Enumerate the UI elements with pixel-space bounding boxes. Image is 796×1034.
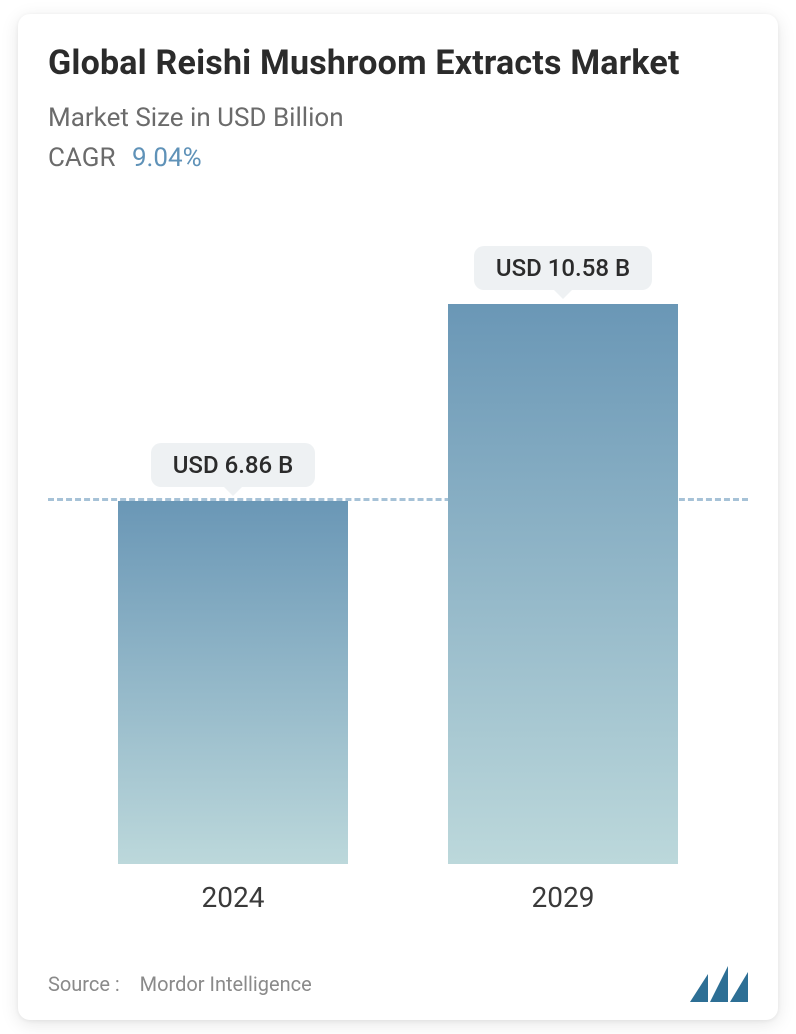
chart-subtitle: Market Size in USD Billion [48,103,748,133]
bar-group-2029: USD 10.58 B [448,246,678,864]
value-label-2029: USD 10.58 B [474,246,652,290]
bar-2024 [118,501,348,864]
bar-2029 [448,304,678,864]
year-label-2024: 2024 [118,881,348,914]
chart-title: Global Reishi Mushroom Extracts Market [48,42,748,85]
cagr-label: CAGR [48,143,115,173]
cagr-value: 9.04% [132,143,202,173]
year-label-2029: 2029 [448,881,678,914]
footer: Source : Mordor Intelligence [48,966,748,1002]
mordor-logo-icon [690,966,748,1002]
source-name: Mordor Intelligence [140,972,312,996]
bar-group-2024: USD 6.86 B [118,443,348,864]
cagr-row: CAGR 9.04% [48,143,748,173]
chart-card: Global Reishi Mushroom Extracts Market M… [18,14,778,1020]
source-label: Source : [48,972,120,996]
source-text: Source : Mordor Intelligence [48,972,312,996]
chart-area: USD 6.86 B 2024 USD 10.58 B 2029 [48,244,748,924]
value-label-2024: USD 6.86 B [151,443,316,487]
